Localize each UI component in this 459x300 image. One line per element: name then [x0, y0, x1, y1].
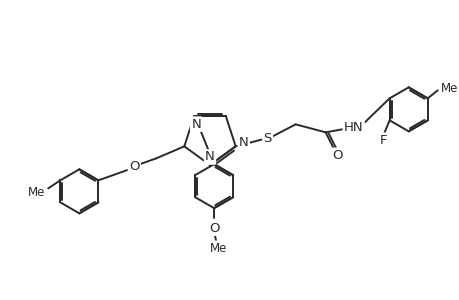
- Text: O: O: [129, 160, 139, 173]
- Text: Me: Me: [28, 186, 45, 199]
- Text: Me: Me: [209, 242, 226, 255]
- Text: O: O: [332, 149, 342, 162]
- Text: F: F: [379, 134, 386, 147]
- Text: O: O: [208, 222, 219, 235]
- Text: Me: Me: [440, 82, 458, 95]
- Text: N: N: [191, 118, 201, 131]
- Text: S: S: [263, 132, 271, 145]
- Text: N: N: [238, 136, 248, 149]
- Text: HN: HN: [343, 121, 363, 134]
- Text: N: N: [205, 151, 214, 164]
